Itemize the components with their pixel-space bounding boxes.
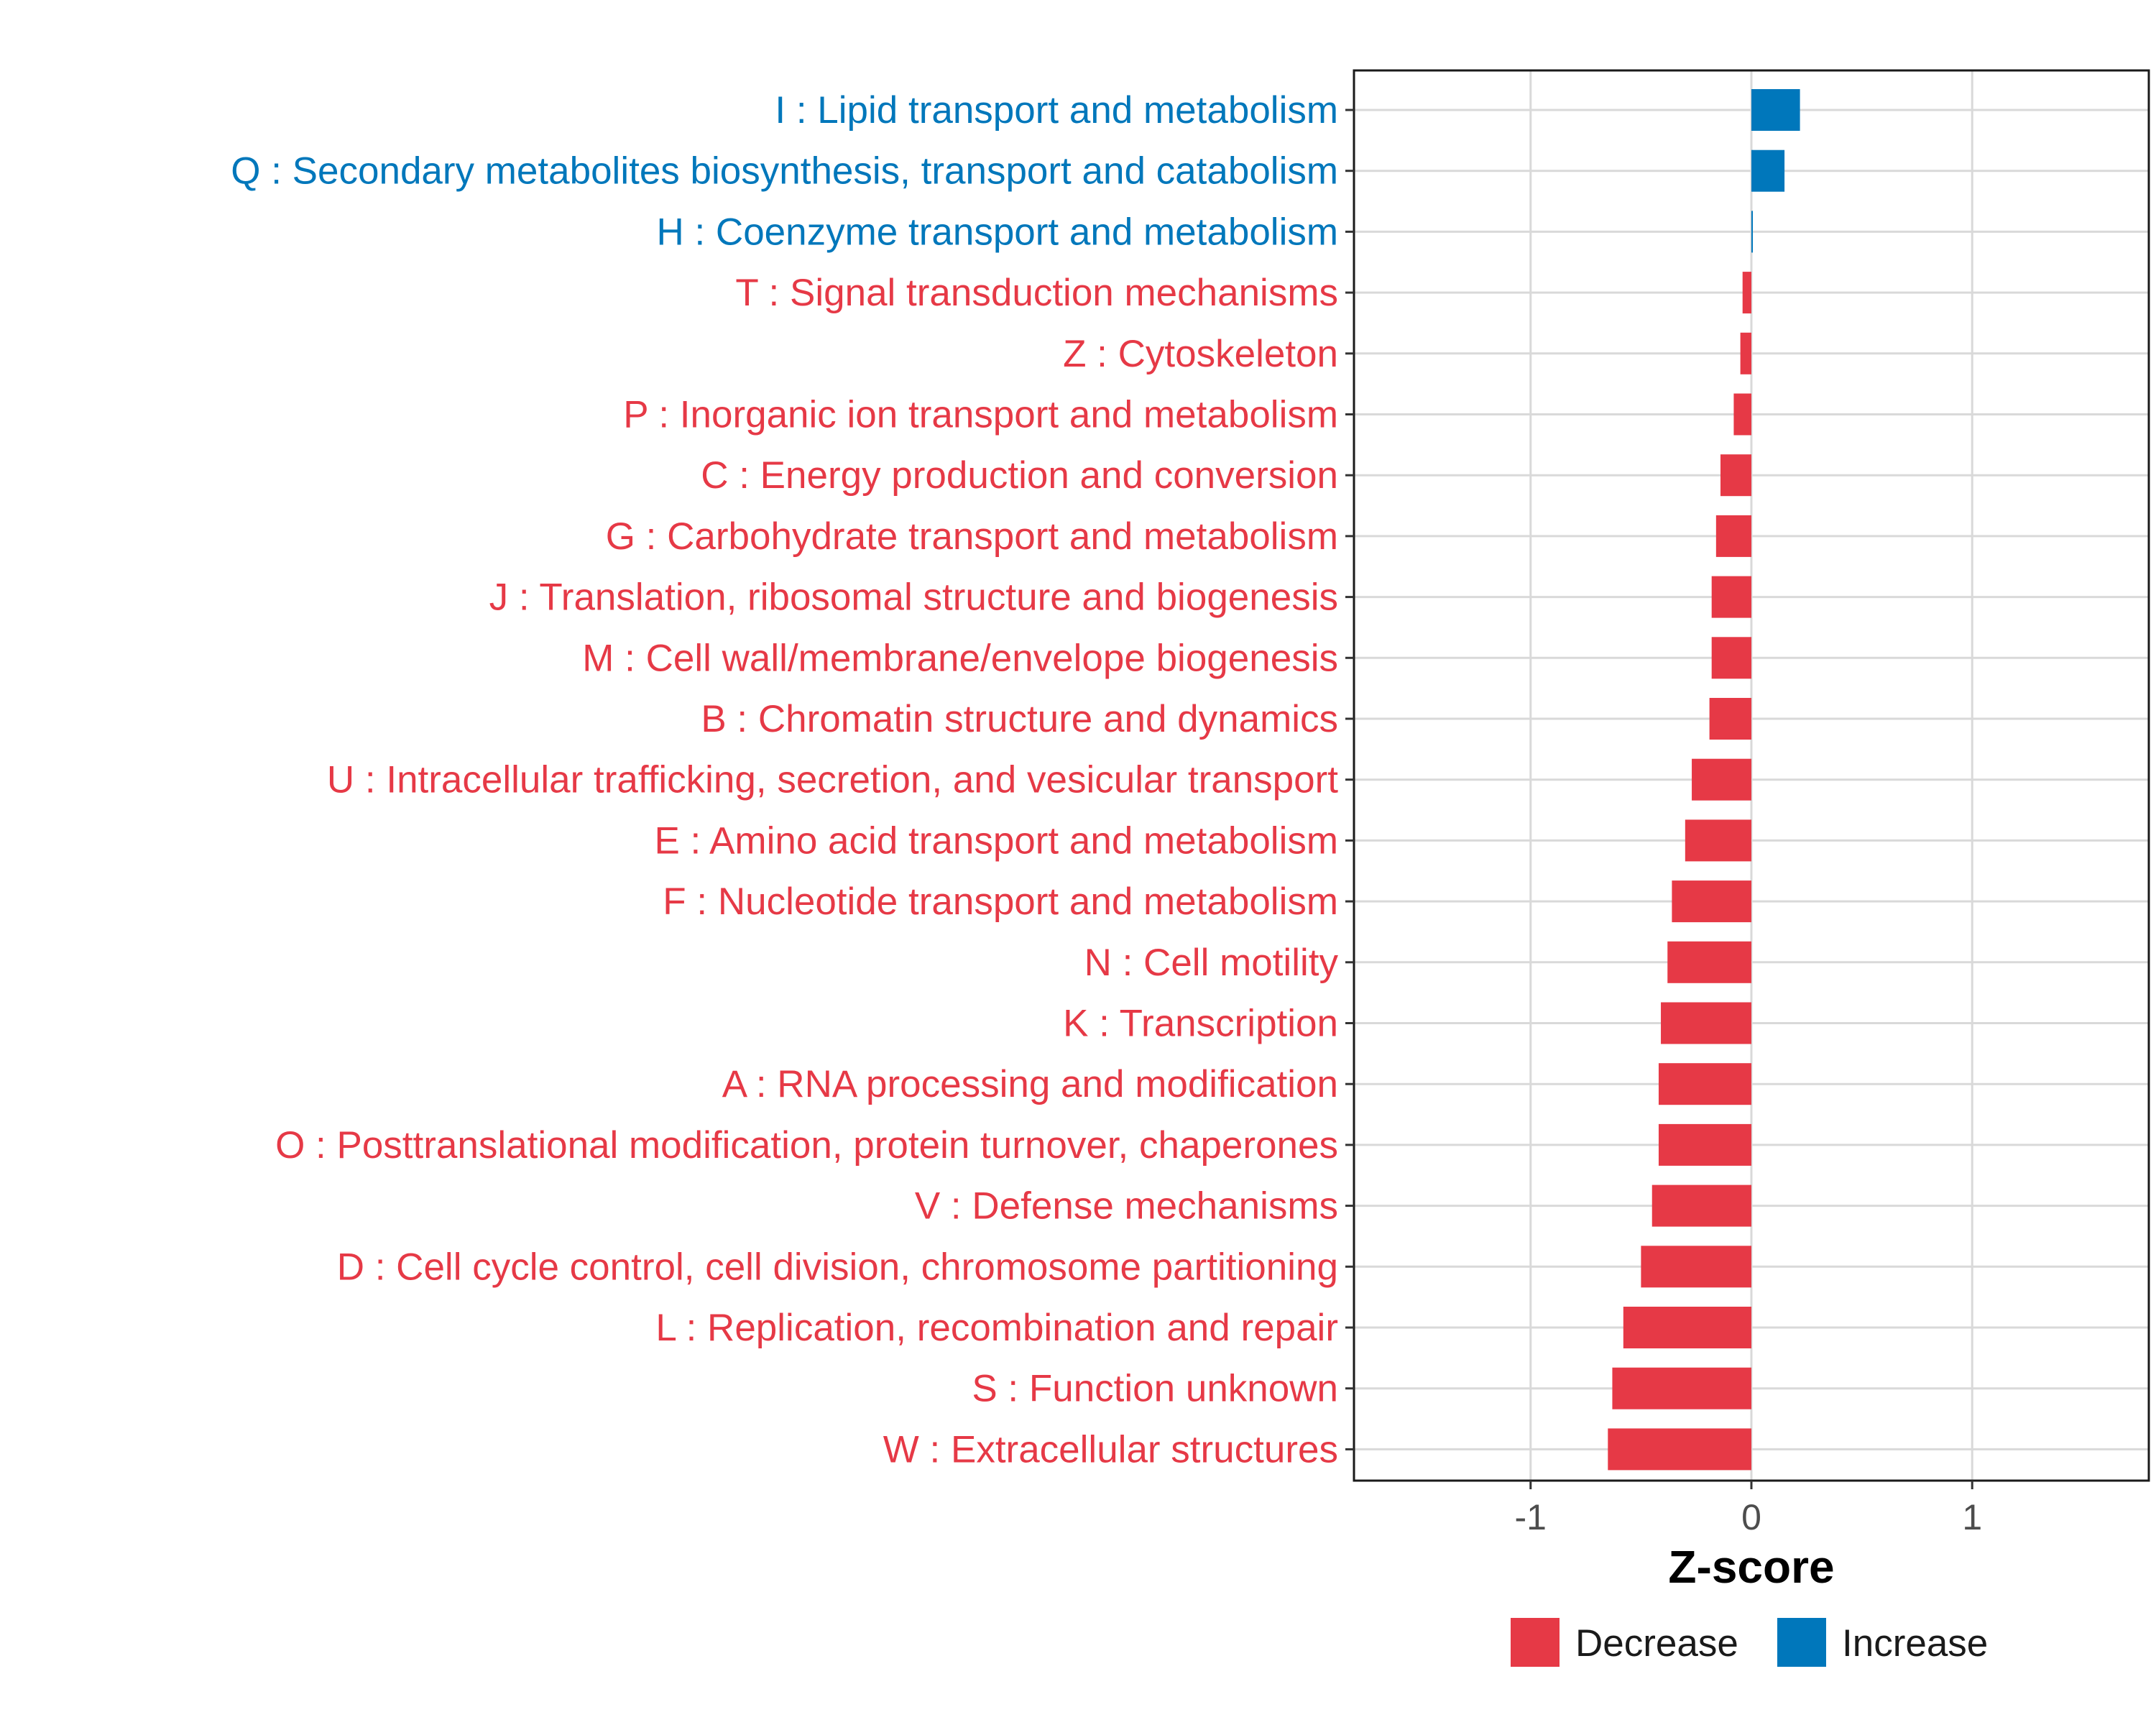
bar-k bbox=[1661, 1002, 1751, 1044]
bar-a bbox=[1658, 1063, 1751, 1105]
bar-f bbox=[1672, 880, 1751, 923]
bar-s bbox=[1612, 1367, 1751, 1409]
legend-label-increase: Increase bbox=[1842, 1622, 1988, 1665]
category-label: S : Function unknown bbox=[972, 1368, 1338, 1410]
bar-l bbox=[1623, 1307, 1751, 1348]
category-label: C : Energy production and conversion bbox=[701, 454, 1338, 497]
x-tick-label: 0 bbox=[1741, 1497, 1761, 1537]
bar-h bbox=[1751, 211, 1753, 253]
category-label: K : Transcription bbox=[1063, 1003, 1338, 1045]
bar-i bbox=[1751, 89, 1800, 131]
category-label: M : Cell wall/membrane/envelope biogenes… bbox=[582, 637, 1338, 679]
category-label: Q : Secondary metabolites biosynthesis, … bbox=[231, 150, 1338, 193]
category-label: D : Cell cycle control, cell division, c… bbox=[337, 1246, 1338, 1288]
bar-p bbox=[1733, 393, 1751, 436]
category-label: P : Inorganic ion transport and metaboli… bbox=[623, 394, 1338, 436]
category-label: F : Nucleotide transport and metabolism bbox=[663, 880, 1338, 923]
bar-u bbox=[1692, 758, 1751, 801]
category-label: W : Extracellular structures bbox=[883, 1428, 1338, 1471]
category-label: L : Replication, recombination and repai… bbox=[655, 1307, 1338, 1349]
x-tick-label: 1 bbox=[1962, 1497, 1982, 1537]
bar-j bbox=[1711, 576, 1751, 618]
bar-layer bbox=[1608, 89, 1800, 1471]
category-label: H : Coenzyme transport and metabolism bbox=[656, 211, 1338, 253]
category-label: G : Carbohydrate transport and metabolis… bbox=[606, 515, 1338, 558]
category-label: Z : Cytoskeleton bbox=[1063, 333, 1338, 375]
y-axis: I : Lipid transport and metabolism Q : Se… bbox=[231, 89, 1354, 1471]
bar-m bbox=[1711, 637, 1751, 679]
bar-v bbox=[1651, 1184, 1751, 1227]
category-label: J : Translation, ribosomal structure and… bbox=[489, 576, 1338, 619]
bar-z bbox=[1740, 332, 1751, 374]
category-label: V : Defense mechanisms bbox=[915, 1185, 1338, 1228]
category-label: B : Chromatin structure and dynamics bbox=[701, 698, 1338, 740]
category-label: O : Posttranslational modification, prot… bbox=[275, 1124, 1338, 1167]
legend-key-decrease bbox=[1511, 1618, 1560, 1667]
bar-g bbox=[1715, 515, 1751, 557]
x-axis-title: Z-score bbox=[1668, 1541, 1834, 1593]
category-label: N : Cell motility bbox=[1084, 942, 1339, 984]
category-label: I : Lipid transport and metabolism bbox=[775, 89, 1338, 132]
bar-n bbox=[1667, 941, 1751, 983]
legend: Decrease Increase bbox=[1511, 1618, 1988, 1667]
bar-e bbox=[1685, 819, 1751, 862]
category-label: U : Intracellular trafficking, secretion… bbox=[327, 759, 1338, 801]
legend-key-increase bbox=[1777, 1618, 1826, 1667]
category-label: E : Amino acid transport and metabolism bbox=[654, 819, 1338, 862]
bar-b bbox=[1709, 698, 1751, 740]
bar-q bbox=[1751, 150, 1785, 192]
x-axis: -1 0 1 bbox=[1515, 1481, 1982, 1537]
category-label: T : Signal transduction mechanisms bbox=[735, 272, 1338, 314]
bar-w bbox=[1608, 1428, 1751, 1471]
category-label: A : RNA processing and modification bbox=[722, 1063, 1338, 1105]
x-tick-label: -1 bbox=[1515, 1497, 1547, 1537]
bar-d bbox=[1641, 1246, 1751, 1288]
bar-c bbox=[1720, 454, 1751, 497]
bar-o bbox=[1658, 1123, 1751, 1166]
legend-label-decrease: Decrease bbox=[1575, 1622, 1738, 1665]
bar-t bbox=[1742, 272, 1751, 314]
